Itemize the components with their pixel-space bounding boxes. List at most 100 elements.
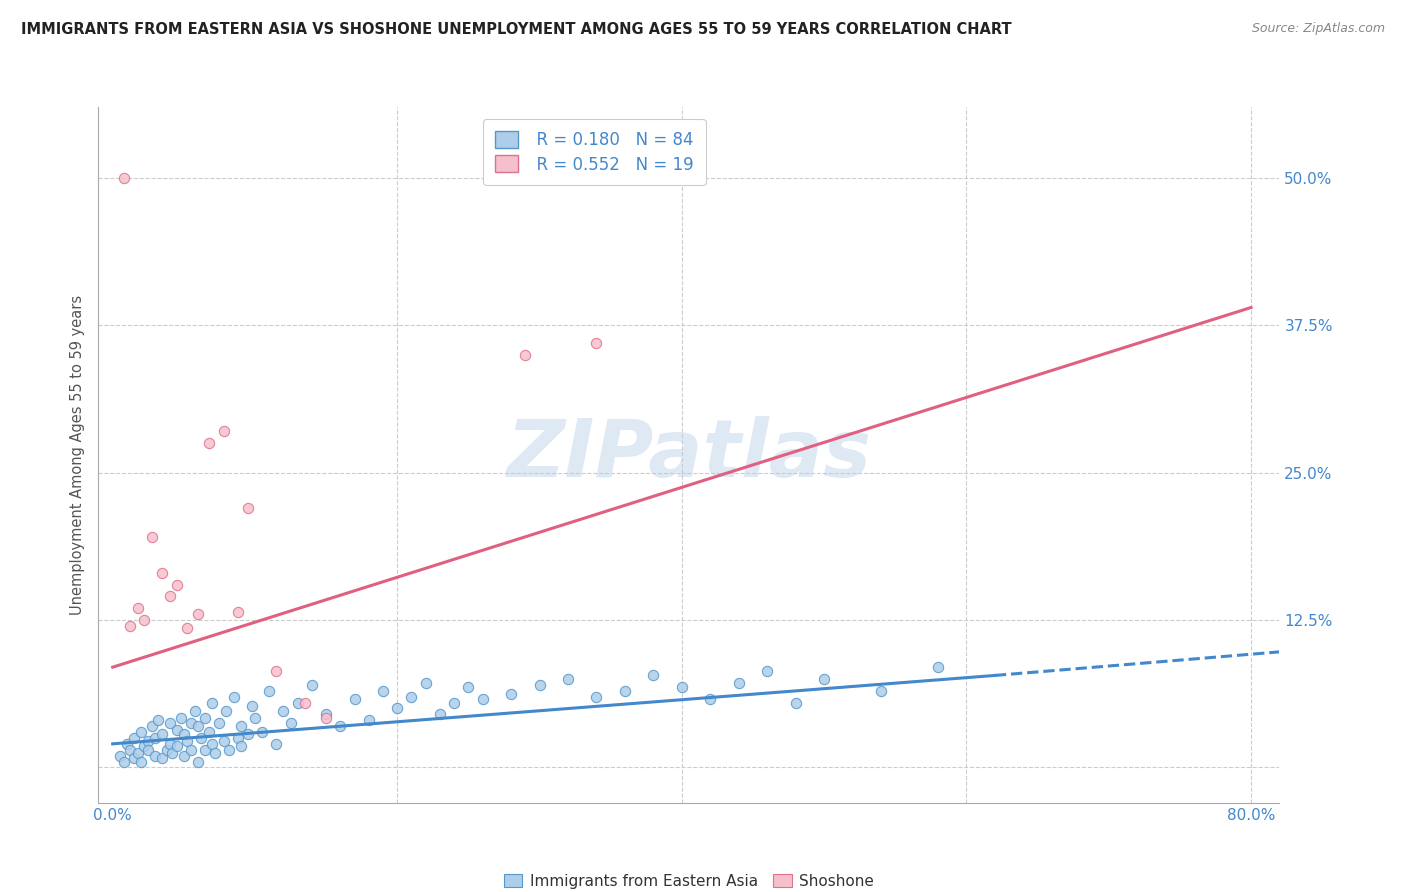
Point [180,743,202,757]
Point [371,683,394,698]
Point [108,748,131,763]
Point [173,748,195,763]
Point [129,725,152,739]
Point [184,704,207,718]
Point [198,436,221,450]
Point [401,690,423,704]
Point [613,683,636,698]
Point [250,725,273,739]
Point [136,743,159,757]
Point [190,731,212,745]
Point [152,751,174,765]
Point [159,715,181,730]
Point [112,755,135,769]
Point [585,690,607,704]
Point [243,711,266,725]
Legend: Immigrants from Eastern Asia, Shoshone: Immigrants from Eastern Asia, Shoshone [496,866,882,892]
Point [143,731,166,745]
Point [212,734,235,748]
Point [343,692,366,706]
Point [429,707,451,722]
Point [273,704,295,718]
Point [129,755,152,769]
Point [115,737,138,751]
Point [187,719,209,733]
Point [173,727,195,741]
Point [218,743,240,757]
Point [756,664,779,678]
Point [515,348,537,362]
Point [499,687,522,701]
Point [222,690,245,704]
Text: ZIPatlas: ZIPatlas [506,416,872,494]
Point [194,711,217,725]
Point [204,746,226,760]
Point [643,668,665,682]
Point [166,739,188,754]
Point [112,170,135,185]
Point [166,723,188,737]
Point [136,734,159,748]
Point [201,696,224,710]
Point [443,696,465,710]
Point [315,711,337,725]
Point [357,713,380,727]
Point [927,660,949,674]
Point [727,675,749,690]
Point [194,743,217,757]
Point [287,696,309,710]
Text: IMMIGRANTS FROM EASTERN ASIA VS SHOSHONE UNEMPLOYMENT AMONG AGES 55 TO 59 YEARS : IMMIGRANTS FROM EASTERN ASIA VS SHOSHONE… [21,22,1012,37]
Point [229,739,252,754]
Point [159,590,181,604]
Text: Source: ZipAtlas.com: Source: ZipAtlas.com [1251,22,1385,36]
Point [387,701,409,715]
Point [236,727,259,741]
Point [226,731,249,745]
Point [201,737,224,751]
Point [208,715,231,730]
Point [266,737,288,751]
Point [294,696,316,710]
Point [229,719,252,733]
Point [198,725,221,739]
Point [127,746,149,760]
Point [187,607,209,621]
Point [176,734,198,748]
Point [257,683,280,698]
Point [148,713,170,727]
Point [187,755,209,769]
Point [415,675,437,690]
Point [166,577,188,591]
Point [529,678,551,692]
Y-axis label: Unemployment Among Ages 55 to 59 years: Unemployment Among Ages 55 to 59 years [70,295,86,615]
Point [226,605,249,619]
Point [122,731,145,745]
Point [699,692,721,706]
Point [152,566,174,580]
Point [141,719,163,733]
Point [315,707,337,722]
Point [240,699,263,714]
Point [152,727,174,741]
Point [329,719,352,733]
Point [122,751,145,765]
Point [471,692,494,706]
Point [127,601,149,615]
Point [457,680,479,694]
Point [236,500,259,515]
Point [870,683,893,698]
Point [212,425,235,439]
Point [132,613,155,627]
Point [141,531,163,545]
Point [132,739,155,754]
Point [585,335,607,350]
Point [162,746,184,760]
Point [156,743,179,757]
Point [215,704,238,718]
Point [266,664,288,678]
Point [176,621,198,635]
Point [159,737,181,751]
Point [557,672,579,686]
Point [671,680,693,694]
Point [785,696,807,710]
